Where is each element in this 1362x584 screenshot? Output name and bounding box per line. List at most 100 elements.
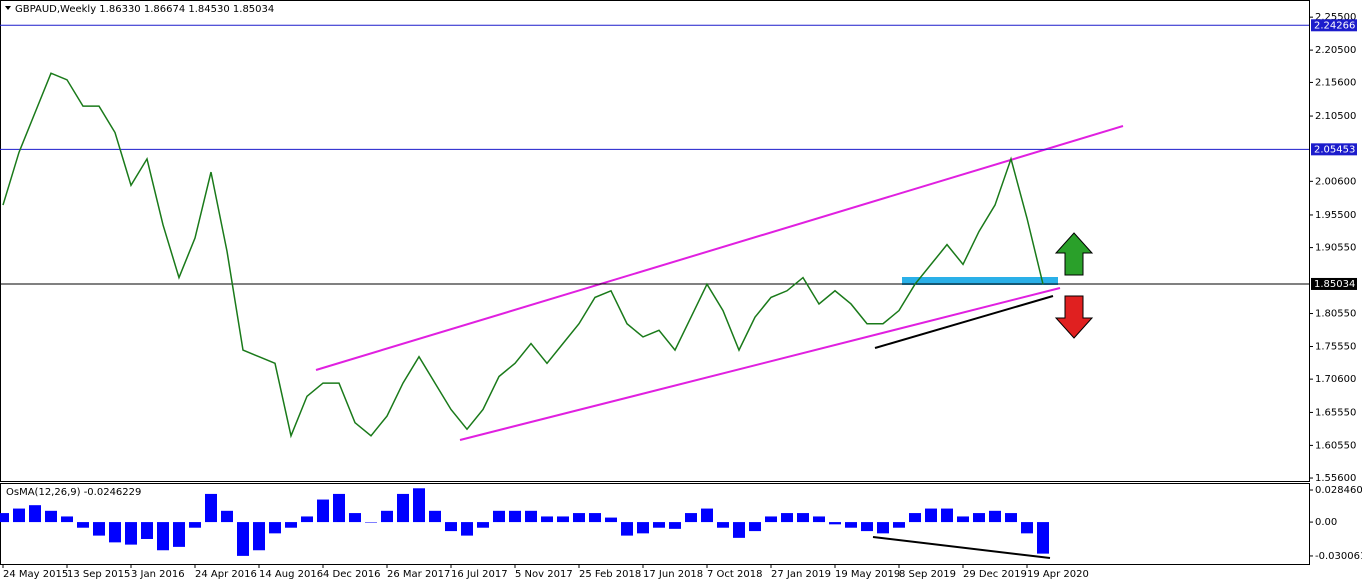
osma-bar [317,499,329,523]
osma-bar [541,516,553,523]
osma-bar [861,522,873,532]
osma-bar [413,488,425,523]
channel-upper [315,125,1124,371]
osma-bar [269,522,281,534]
y-tick-label: 1.65550 [1315,407,1356,418]
osma-bar [637,522,649,534]
y-tick-label: 0.00 [1315,517,1337,528]
osma-bar [973,513,985,523]
x-tick-label: 3 Jan 2016 [131,569,185,580]
osma-bar [29,505,41,523]
osma-bar [829,522,841,525]
y-tick-label: 0.028460 [1315,485,1362,496]
osma-bar [365,522,377,523]
osma-bar [461,522,473,536]
up-arrow [1054,232,1094,276]
x-tick-label: 13 Sep 2015 [67,569,130,580]
osma-bar [253,522,265,551]
osma-bar [813,516,825,523]
y-tick-label: 2.15600 [1315,77,1356,88]
osma-bar [557,516,569,523]
y-tick-label: -0.030061 [1315,551,1362,562]
osma-bar [653,522,665,528]
x-tick-label: 26 Mar 2017 [387,569,450,580]
osma-bar [749,522,761,532]
osma-bar [0,513,9,523]
menu-icon[interactable] [5,6,11,10]
osma-bar [669,522,681,529]
x-tick-label: 29 Dec 2019 [963,569,1027,580]
x-tick-label: 25 Feb 2018 [579,569,641,580]
osma-bar [573,513,585,523]
osma-bar [45,510,57,523]
osma-bar [301,516,313,523]
osma-bar [141,522,153,539]
price-line [2,72,1044,439]
level-label-bg [1311,277,1357,290]
osma-bar [621,522,633,536]
osma-bar [605,517,617,523]
osma-bar [445,522,457,532]
osma-bar [893,522,905,528]
x-tick-label: 4 Dec 2016 [323,569,381,580]
x-tick-label: 8 Sep 2019 [899,569,956,580]
osma-bar [701,508,713,523]
osma-bar [781,513,793,523]
y-tick-label: 1.70600 [1315,374,1356,385]
osma-bar [13,508,25,523]
level-label: 2.24266 [1314,20,1355,31]
x-tick-label: 19 May 2019 [835,569,900,580]
support-line [874,295,1054,349]
x-tick-label: 19 Apr 2020 [1027,569,1089,580]
price-panel [0,0,1310,482]
osma-bar [77,522,89,528]
osma-bar [845,522,857,528]
osma-bar [877,522,889,534]
x-tick-label: 5 Nov 2017 [515,569,573,580]
y-tick-label: 2.00600 [1315,176,1356,187]
osma-bar [797,513,809,523]
y-tick-label: 2.10500 [1315,111,1356,122]
osma-bar [1037,522,1049,554]
osma-bar [173,522,185,547]
osma-bar [925,508,937,523]
osma-bar [989,510,1001,523]
osma-bar [509,510,521,523]
osma-bar [1005,513,1017,523]
osma-bar [685,513,697,523]
osma-bar [205,493,217,523]
x-tick-label: 24 May 2015 [3,569,68,580]
x-tick-label: 7 Oct 2018 [707,569,762,580]
osma-bar [381,510,393,523]
channel-lower [459,287,1061,441]
osma-bar [349,513,361,523]
x-tick-label: 17 Jun 2018 [643,569,703,580]
osma-bar [957,516,969,523]
osma-bar [125,522,137,545]
osma-bar [941,508,953,523]
y-tick-label: 1.75550 [1315,341,1356,352]
osma-bar [589,513,601,523]
y-tick-label: 2.25500 [1315,12,1356,23]
level-label: 1.85034 [1314,279,1355,290]
support-zone [902,277,1058,285]
y-tick-label: 1.95500 [1315,210,1356,221]
osma-bar [717,522,729,528]
y-tick-label: 1.80550 [1315,309,1356,320]
y-tick-label: 1.60550 [1315,440,1356,451]
x-tick-label: 16 Jul 2017 [451,569,508,580]
down-arrow [1054,295,1094,339]
osma-bar [525,510,537,523]
osma-bar [1021,522,1033,534]
osma-bar [733,522,745,538]
oscillator-title: OsMA(12,26,9) -0.0246229 [6,487,141,498]
y-tick-label: 1.55600 [1315,473,1356,484]
osma-bar [397,493,409,523]
x-tick-label: 24 Apr 2016 [195,569,257,580]
x-tick-label: 27 Jan 2019 [771,569,831,580]
osma-bar [157,522,169,551]
osma-bar [477,522,489,528]
chart-title: GBPAUD,Weekly 1.86330 1.86674 1.84530 1.… [15,4,274,15]
level-label-bg [1311,19,1357,32]
